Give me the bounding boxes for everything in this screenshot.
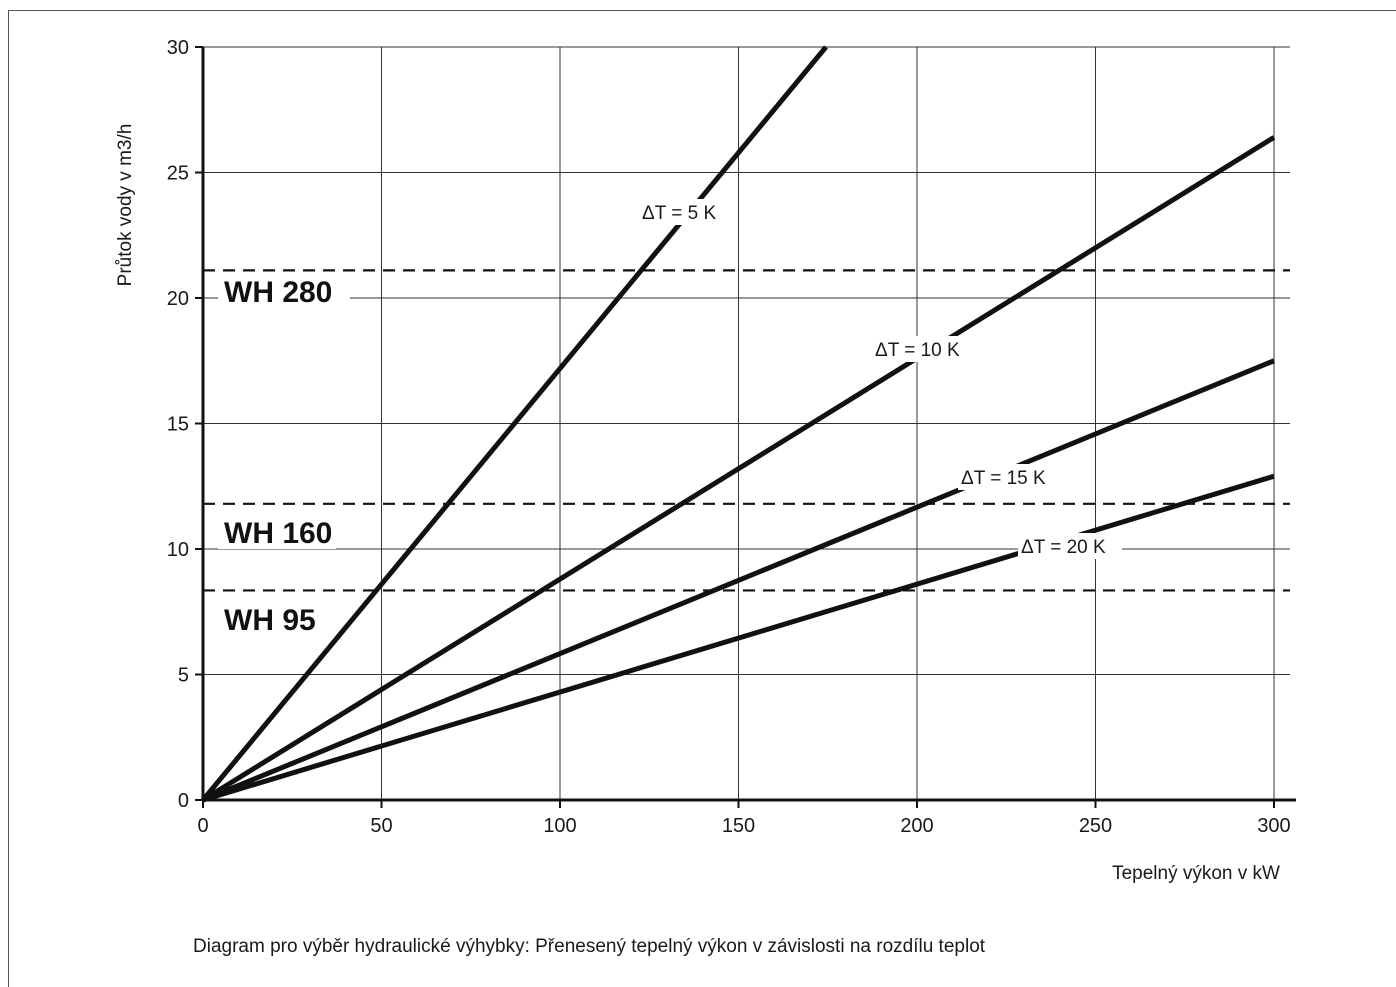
axes [195, 46, 1296, 808]
x-tick-label: 300 [1257, 815, 1290, 837]
series-line-4 [202, 473, 1275, 803]
chart-labels: ΔT = 5 K ΔT = 10 K ΔT = 15 K ΔT = 20 K Tepel… [115, 124, 1280, 884]
figure-frame [8, 10, 1396, 987]
figure-caption: Diagram pro výběr hydraulické výhybky: P… [193, 936, 986, 957]
reference-label: WH 280 [224, 276, 332, 309]
series-label-background [1018, 533, 1122, 559]
x-tick-label: 200 [900, 815, 933, 837]
reference-lines: WH 280 WH 160 WH 95 [203, 269, 1290, 637]
x-tick-label: 0 [197, 815, 208, 837]
series-lines [201, 45, 1276, 803]
series-label: ΔT = 15 K [961, 468, 1046, 489]
series-label-background [872, 336, 972, 362]
reference-label: WH 95 [224, 604, 316, 637]
series-line-1 [201, 45, 828, 802]
reference-label-background [218, 276, 350, 308]
y-tick-label: 0 [178, 790, 189, 812]
y-tick-label: 5 [178, 665, 189, 687]
x-axis-title: Tepelný výkon v kW [1112, 863, 1280, 884]
series-label-background [639, 199, 729, 225]
x-tick-label: 50 [370, 815, 392, 837]
x-tick-label: 250 [1079, 815, 1112, 837]
reference-label-background [218, 517, 336, 549]
x-tick-label: 150 [722, 815, 755, 837]
series-label: ΔT = 10 K [875, 340, 960, 361]
x-tick-label: 100 [543, 815, 576, 837]
y-tick-label: 15 [167, 414, 189, 436]
y-axis-title: Průtok vody v m3/h [115, 124, 136, 287]
series-label-background [958, 464, 1058, 490]
series-label: ΔT = 5 K [642, 203, 716, 224]
reference-label-background [218, 604, 324, 636]
series-label: ΔT = 20 K [1021, 537, 1106, 558]
series-line-3 [202, 358, 1275, 803]
series-line-2 [201, 135, 1276, 803]
y-tick-label: 20 [167, 288, 189, 310]
reference-label: WH 160 [224, 517, 332, 550]
y-tick-label: 30 [167, 37, 189, 59]
y-tick-label: 10 [167, 539, 189, 561]
y-tick-label: 25 [167, 163, 189, 185]
